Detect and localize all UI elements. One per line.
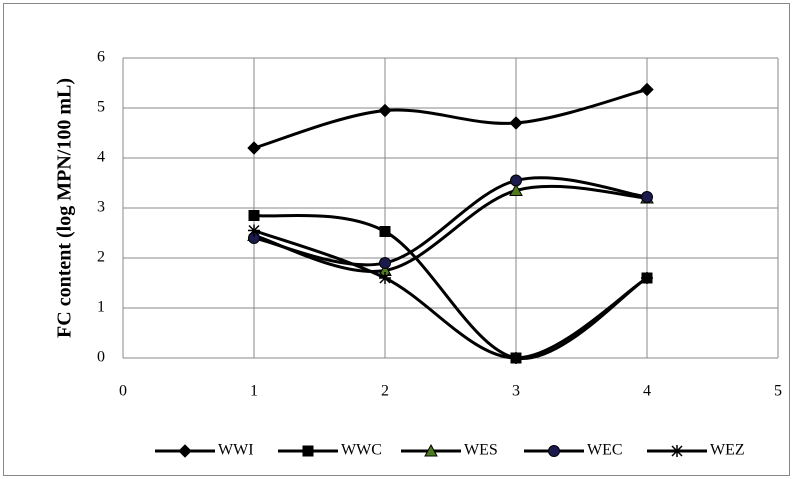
legend-label: WWI	[218, 442, 254, 459]
x-tick-label: 4	[643, 383, 651, 400]
marker	[248, 210, 260, 221]
series-line	[253, 88, 648, 150]
y-tick-label: 2	[97, 249, 105, 266]
marker	[509, 116, 523, 130]
y-axis-title: FC content (log MPN/100 mL)	[54, 78, 76, 338]
marker	[379, 257, 391, 269]
y-tick-label: 1	[97, 299, 105, 316]
y-tick-label: 6	[97, 49, 105, 66]
legend-marker	[424, 443, 438, 457]
y-tick-label: 5	[97, 99, 105, 116]
series-line	[253, 176, 648, 267]
legend-label: WEC	[587, 442, 623, 459]
y-tick-label: 0	[97, 349, 105, 366]
x-tick-label: 2	[381, 383, 389, 400]
marker	[641, 191, 653, 203]
legend-label: WES	[464, 442, 498, 459]
x-tick-label: 0	[119, 383, 127, 400]
marker	[248, 224, 260, 237]
legend-marker	[178, 444, 192, 458]
marker	[509, 183, 523, 196]
legend-marker	[302, 445, 314, 457]
legend-label: WWC	[341, 442, 382, 459]
x-tick-label: 3	[512, 383, 520, 400]
legend-marker	[548, 445, 560, 457]
marker	[641, 272, 653, 284]
series-line	[253, 184, 648, 273]
marker	[510, 174, 522, 187]
marker	[640, 82, 654, 97]
y-tick-label: 4	[97, 149, 105, 166]
series-line	[253, 213, 648, 360]
marker	[247, 141, 261, 155]
marker	[379, 226, 391, 237]
y-tick-label: 3	[97, 199, 105, 216]
series-line	[253, 229, 648, 360]
x-tick-label: 5	[774, 383, 782, 400]
legend-label: WEZ	[710, 442, 745, 459]
x-tick-label: 1	[250, 383, 258, 400]
marker	[379, 272, 391, 284]
marker	[378, 103, 392, 118]
marker	[510, 352, 522, 364]
legend-marker	[671, 445, 683, 457]
